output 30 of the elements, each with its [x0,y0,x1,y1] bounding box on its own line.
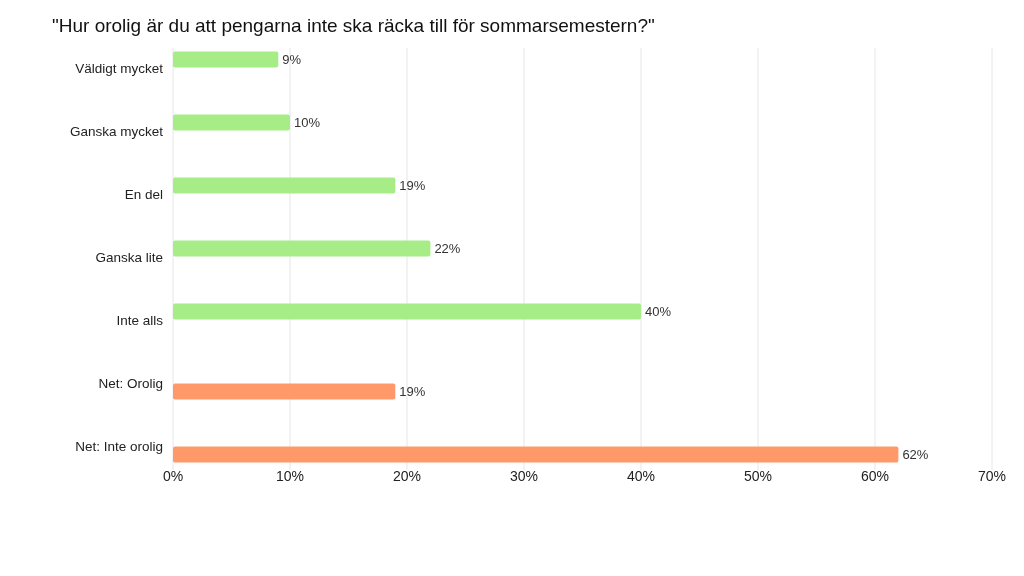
x-tick-label: 50% [743,468,773,484]
data-label: 62% [902,447,929,463]
y-tick-label: En del [124,186,163,202]
bar [173,240,431,257]
y-tick-label: Net: Orolig [98,375,163,391]
bar [173,51,279,68]
y-tick-label: Väldigt mycket [75,60,164,76]
chart-title: "Hur orolig är du att pengarna inte ska räcka till för sommarsemestern?" [52,15,655,36]
data-label: 10% [294,115,321,131]
x-tick-label: 0% [162,468,184,484]
y-tick-label: Net: Inte orolig [75,438,163,454]
x-tick-label: 70% [977,468,1007,484]
data-label: 22% [434,241,461,257]
bar [173,446,899,463]
bar [173,303,641,320]
data-label: 9% [282,52,302,68]
data-label: 40% [645,304,672,320]
data-label: 19% [399,384,426,400]
bar [173,114,290,131]
x-tick-label: 60% [860,468,890,484]
x-tick-label: 20% [392,468,422,484]
y-tick-label: Ganska lite [95,249,163,265]
y-tick-label: Inte alls [116,312,164,328]
x-tick-label: 40% [626,468,656,484]
x-tick-label: 30% [509,468,539,484]
bar [173,177,396,194]
x-tick-label: 10% [275,468,305,484]
data-label: 19% [399,178,426,194]
y-tick-label: Ganska mycket [69,123,164,139]
bar [173,383,396,400]
